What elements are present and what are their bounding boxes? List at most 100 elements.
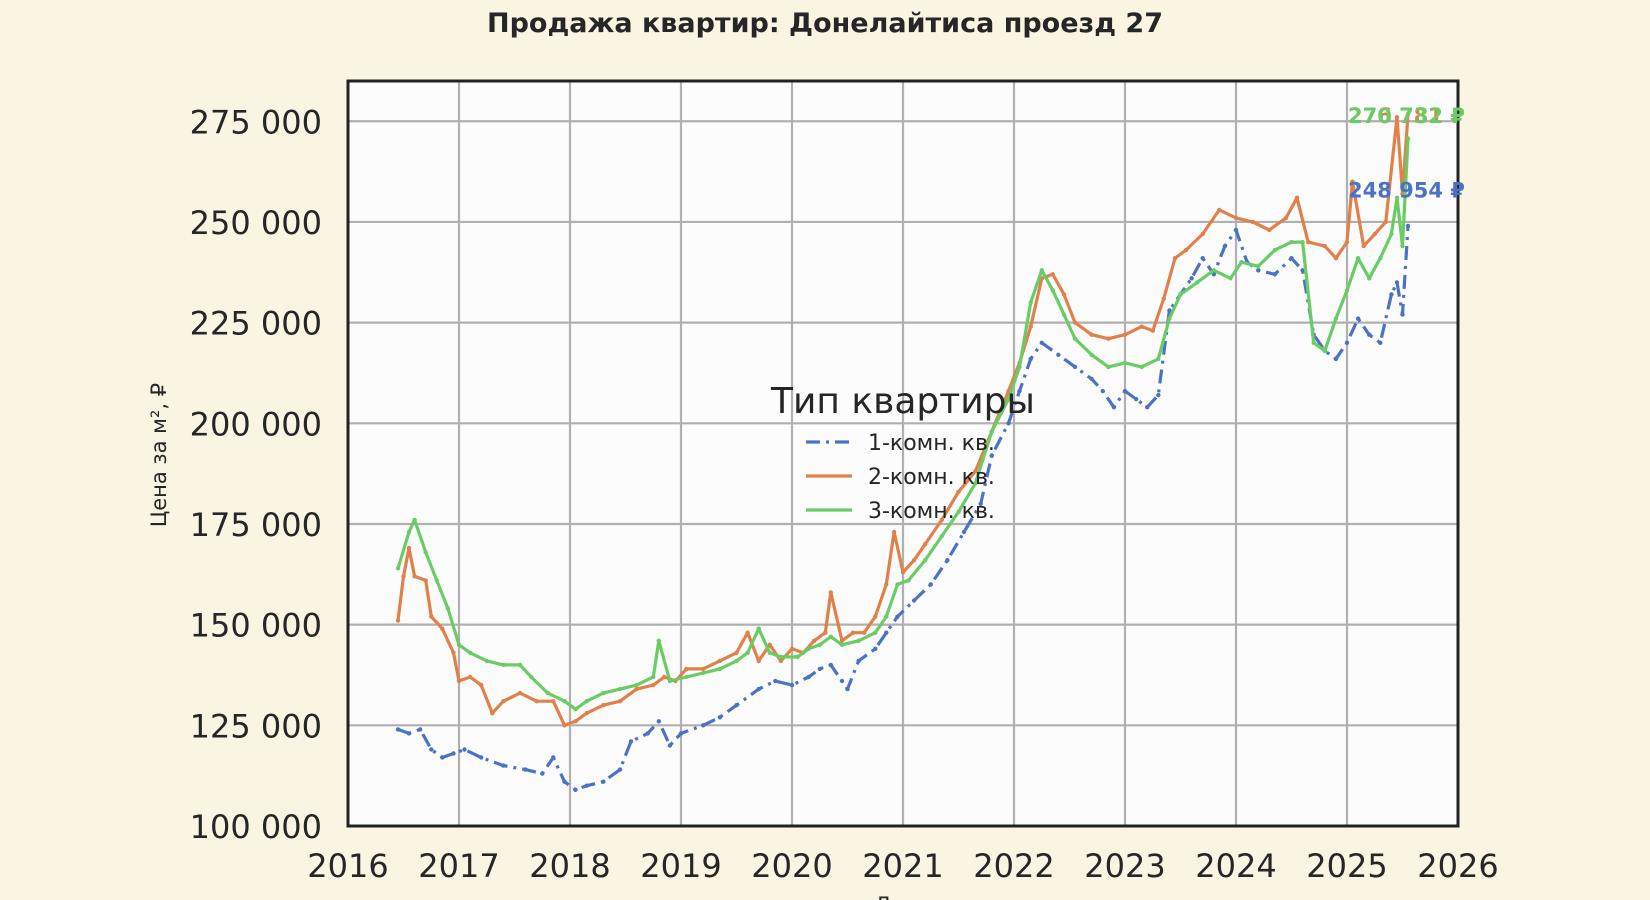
data-point (1178, 292, 1183, 297)
data-point (1394, 280, 1400, 285)
data-point (1133, 396, 1139, 402)
data-point (662, 674, 667, 680)
data-point (634, 686, 639, 692)
data-point (584, 711, 589, 716)
data-point (1106, 364, 1111, 370)
data-point (1122, 332, 1128, 337)
data-point (873, 646, 878, 651)
data-point (1400, 312, 1405, 317)
data-point (423, 578, 428, 583)
data-point (423, 550, 428, 555)
data-point (467, 650, 473, 655)
y-tick-label: 125 000 (190, 707, 322, 745)
data-point (1272, 247, 1278, 253)
data-point (1394, 115, 1400, 120)
data-point (1306, 239, 1311, 245)
data-point (490, 711, 495, 716)
data-point (884, 614, 889, 619)
series-layer (395, 111, 1411, 792)
data-point (911, 598, 917, 603)
series-line-3 (396, 138, 1410, 711)
data-point (406, 731, 412, 736)
data-point (678, 731, 684, 736)
data-point (434, 578, 439, 583)
x-tick-label: 2025 (1306, 847, 1387, 885)
legend: Тип квартиры 1-комн. кв. 2-комн. кв. 3-ком… (770, 381, 1035, 524)
data-point (456, 642, 462, 647)
data-point (956, 509, 961, 515)
data-point (656, 638, 661, 643)
x-tick-label: 2026 (1417, 847, 1498, 885)
data-point (1017, 388, 1022, 394)
data-point (701, 670, 706, 676)
data-point (756, 658, 761, 664)
data-point (1211, 272, 1217, 277)
data-point (1250, 219, 1255, 225)
data-point (911, 558, 917, 563)
data-point (1183, 247, 1189, 253)
x-axis-label: Д (875, 893, 891, 900)
data-point (1300, 268, 1305, 273)
data-point (945, 558, 950, 563)
data-point (717, 666, 722, 672)
x-tick-label: 2024 (1195, 847, 1276, 885)
end-labels: 248 954 ₽ 276 781 ₽270 732 ₽ (1348, 104, 1465, 203)
data-point (828, 590, 833, 595)
series-end-label-3: 270 732 ₽ (1348, 104, 1465, 128)
y-tick-label: 275 000 (190, 103, 322, 141)
data-point (451, 650, 456, 655)
data-point (601, 703, 606, 708)
data-point (1172, 256, 1178, 261)
data-point (1089, 352, 1094, 357)
legend-label-1: 1-комн. кв. (868, 431, 995, 456)
data-point (1028, 324, 1033, 329)
data-point (1372, 231, 1378, 237)
data-point (651, 682, 656, 688)
data-point (1028, 300, 1033, 305)
data-point (823, 630, 828, 635)
data-point (1344, 288, 1350, 293)
data-point (1233, 215, 1239, 221)
data-point (1367, 276, 1372, 281)
data-point (1405, 223, 1411, 229)
series-line-2 (396, 113, 1410, 727)
data-point (429, 614, 434, 619)
data-point (540, 771, 545, 776)
data-point (617, 686, 623, 692)
data-point (817, 666, 822, 672)
data-point (1089, 332, 1094, 337)
data-point (1039, 268, 1045, 273)
data-point (1367, 332, 1372, 337)
data-point (1145, 405, 1150, 410)
data-point (601, 690, 606, 696)
data-point (1256, 264, 1261, 269)
y-tick-label: 175 000 (190, 506, 322, 544)
data-point (534, 699, 539, 704)
data-point (1072, 364, 1078, 370)
y-tick-label: 250 000 (190, 204, 322, 242)
data-point (734, 703, 739, 708)
data-point (395, 618, 401, 623)
data-point (1272, 272, 1278, 277)
y-axis: 100 000 125 000 150 000 175 000 200 000 225 0… (190, 103, 322, 846)
data-point (973, 469, 978, 474)
data-point (501, 662, 506, 668)
data-point (895, 582, 900, 587)
data-point (517, 690, 523, 696)
data-point (1350, 179, 1355, 184)
data-point (1017, 364, 1022, 370)
data-point (573, 719, 578, 724)
data-point (717, 715, 722, 720)
data-point (1189, 276, 1194, 281)
data-point (1311, 340, 1316, 345)
data-point (406, 529, 412, 535)
data-point (978, 501, 983, 506)
data-point (573, 707, 578, 712)
data-point (1211, 268, 1217, 273)
data-point (856, 658, 861, 664)
data-point (1389, 292, 1394, 297)
data-point (440, 755, 445, 760)
data-point (634, 682, 639, 688)
data-point (617, 699, 623, 704)
